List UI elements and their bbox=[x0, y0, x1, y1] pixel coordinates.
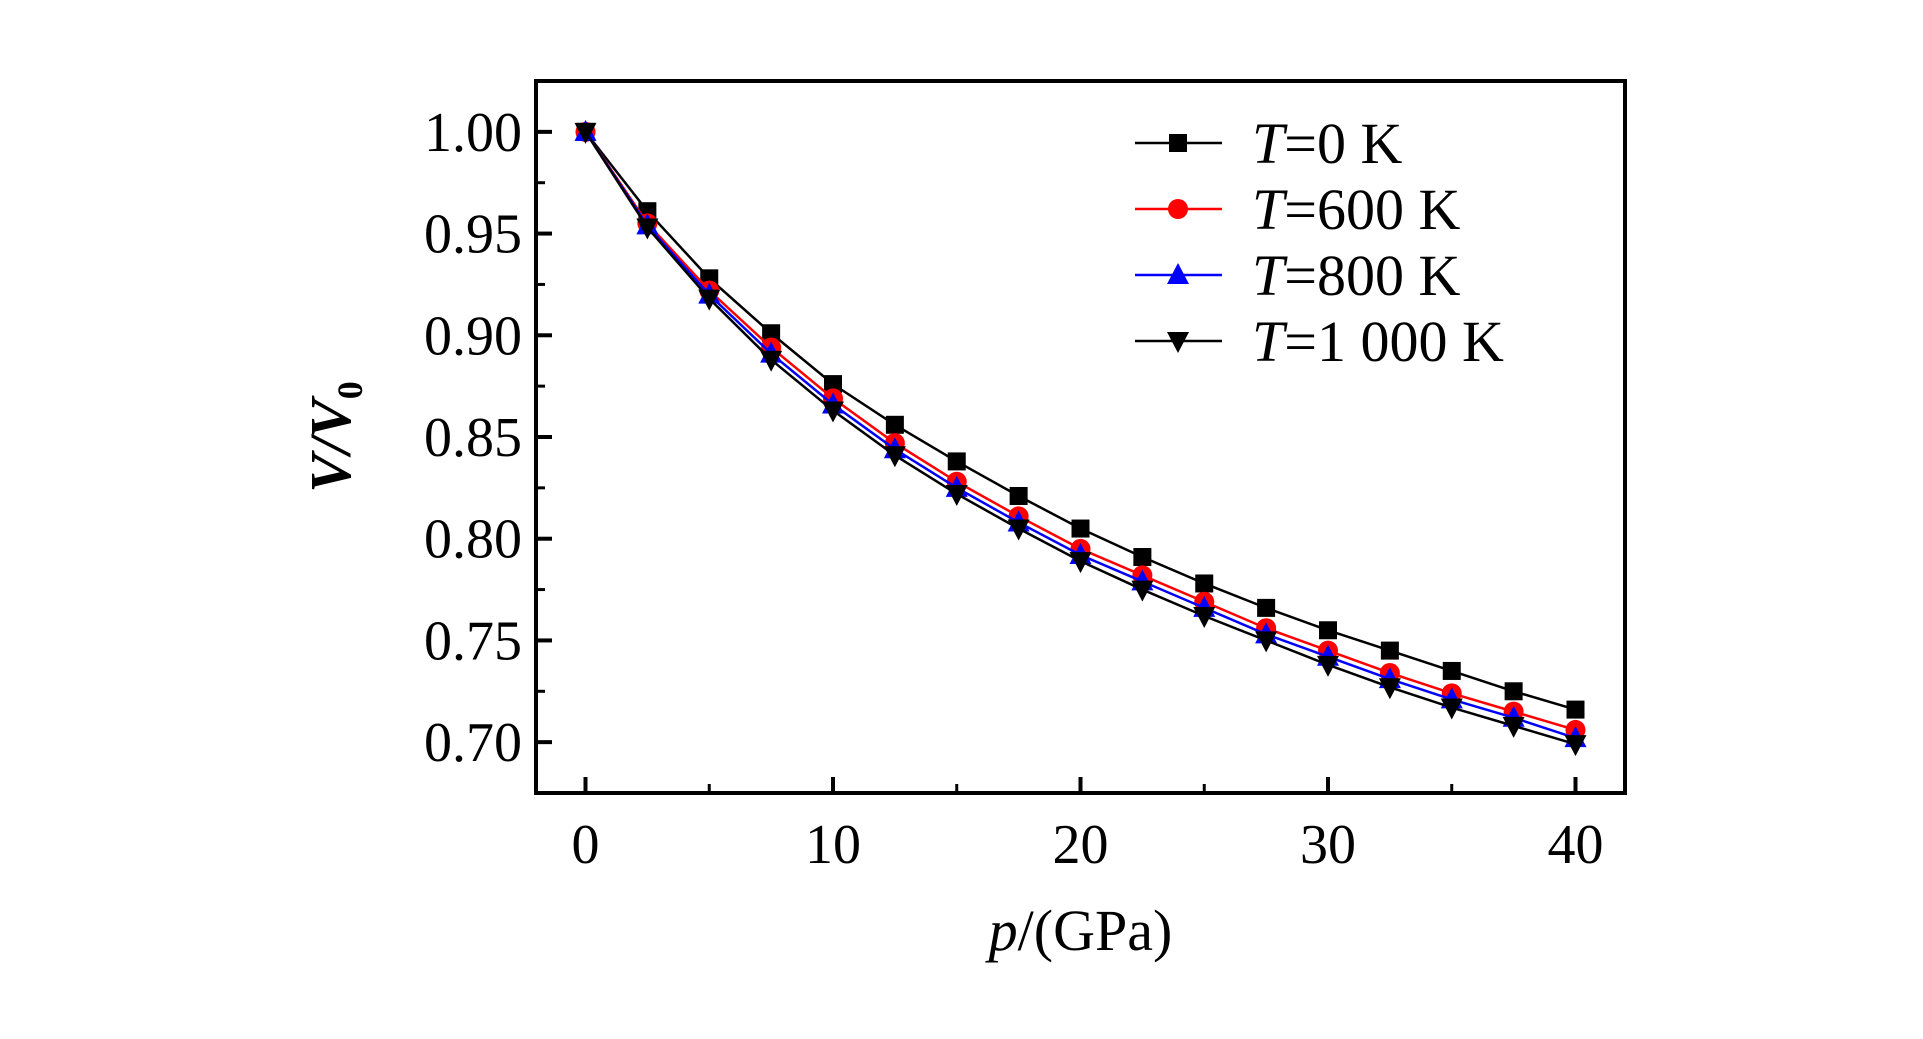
legend-label-value: =800 K bbox=[1284, 243, 1460, 308]
x-axis-label-unit: /(GPa) bbox=[1018, 898, 1173, 963]
triangle-down-marker bbox=[1167, 332, 1189, 353]
square-marker bbox=[1319, 621, 1337, 640]
y-axis-label-main: V/V bbox=[298, 395, 363, 493]
triangle-down-marker bbox=[945, 484, 968, 506]
legend-label: T=0 K bbox=[1252, 111, 1402, 176]
circle-marker bbox=[1168, 199, 1188, 219]
x-axis-label: p/(GPa) bbox=[985, 898, 1173, 963]
triangle-down-marker bbox=[636, 218, 659, 240]
y-axis-label: V/V0 bbox=[298, 381, 370, 493]
triangle-down-marker bbox=[1378, 678, 1401, 700]
triangle-down-marker bbox=[883, 446, 906, 468]
x-tick-label: 20 bbox=[1053, 814, 1109, 876]
plot-area bbox=[574, 119, 1587, 757]
square-marker bbox=[1566, 700, 1585, 719]
square-marker bbox=[762, 324, 781, 343]
square-marker bbox=[1257, 598, 1276, 617]
y-tick-label: 0.75 bbox=[424, 610, 522, 672]
legend-label-value: =1 000 K bbox=[1284, 309, 1504, 374]
triangle-down-marker bbox=[574, 122, 597, 144]
legend-label: T=800 K bbox=[1252, 243, 1460, 308]
legend-entry: T=600 K bbox=[1135, 177, 1460, 242]
y-tick-label: 0.90 bbox=[424, 305, 522, 367]
y-axis-label-subscript: 0 bbox=[330, 381, 370, 399]
y-tick-label: 0.80 bbox=[424, 509, 522, 571]
square-marker bbox=[947, 452, 966, 471]
square-marker bbox=[1380, 641, 1399, 660]
y-tick-label: 1.00 bbox=[424, 102, 522, 164]
legend-label-variable: T bbox=[1252, 177, 1288, 242]
triangle-down-marker bbox=[1255, 631, 1278, 653]
triangle-down-marker bbox=[760, 350, 783, 372]
legend-label-value: =0 K bbox=[1284, 111, 1402, 176]
square-marker bbox=[1133, 548, 1152, 567]
square-marker bbox=[1009, 486, 1028, 505]
triangle-down-marker bbox=[822, 401, 844, 423]
x-tick-label: 10 bbox=[805, 814, 861, 876]
legend-label-value: =600 K bbox=[1284, 177, 1460, 242]
legend-label: T=1 000 K bbox=[1252, 309, 1504, 374]
y-tick-label: 0.95 bbox=[424, 204, 522, 266]
square-marker bbox=[824, 375, 842, 394]
series bbox=[574, 122, 1587, 757]
x-axis-label-variable: p bbox=[985, 898, 1018, 963]
square-marker bbox=[885, 415, 904, 434]
triangle-down-marker bbox=[1317, 655, 1339, 677]
legend-entry: T=1 000 K bbox=[1135, 309, 1504, 374]
legend-entry: T=0 K bbox=[1135, 111, 1402, 176]
triangle-down-marker bbox=[1440, 698, 1463, 720]
plot-frame bbox=[534, 79, 1627, 795]
x-tick-label: 0 bbox=[572, 814, 600, 876]
triangle-down-marker bbox=[698, 289, 721, 311]
square-marker bbox=[1195, 574, 1214, 593]
triangle-down-marker bbox=[1193, 607, 1216, 629]
triangle-down-marker bbox=[1564, 735, 1587, 757]
x-tick-label: 30 bbox=[1300, 814, 1356, 876]
legend-label-variable: T bbox=[1252, 111, 1288, 176]
triangle-down-marker bbox=[1502, 716, 1525, 738]
triangle-down-marker bbox=[1131, 580, 1154, 602]
axis-ticks: 0 10 20 30 40 0.70 0.75 0.80 0.85 0.90 0.95 1.00 bbox=[424, 102, 1604, 876]
square-marker bbox=[1442, 661, 1461, 680]
square-marker bbox=[1504, 682, 1523, 701]
square-marker bbox=[1169, 134, 1187, 152]
legend-label-variable: T bbox=[1252, 243, 1288, 308]
legend-label: T=600 K bbox=[1252, 177, 1460, 242]
legend: T=0 KT=600 KT=800 KT=1 000 K bbox=[1135, 111, 1504, 374]
x-tick-label: 40 bbox=[1548, 814, 1604, 876]
series bbox=[576, 122, 1585, 719]
triangle-down-marker bbox=[1069, 552, 1092, 574]
y-tick-label: 0.70 bbox=[424, 712, 522, 774]
triangle-down-marker bbox=[1007, 519, 1030, 541]
legend-label-variable: T bbox=[1252, 309, 1288, 374]
square-marker bbox=[1071, 519, 1090, 538]
triangle-up-marker bbox=[1167, 263, 1189, 284]
legend-entry: T=800 K bbox=[1135, 243, 1460, 308]
y-tick-label: 0.85 bbox=[424, 407, 522, 469]
